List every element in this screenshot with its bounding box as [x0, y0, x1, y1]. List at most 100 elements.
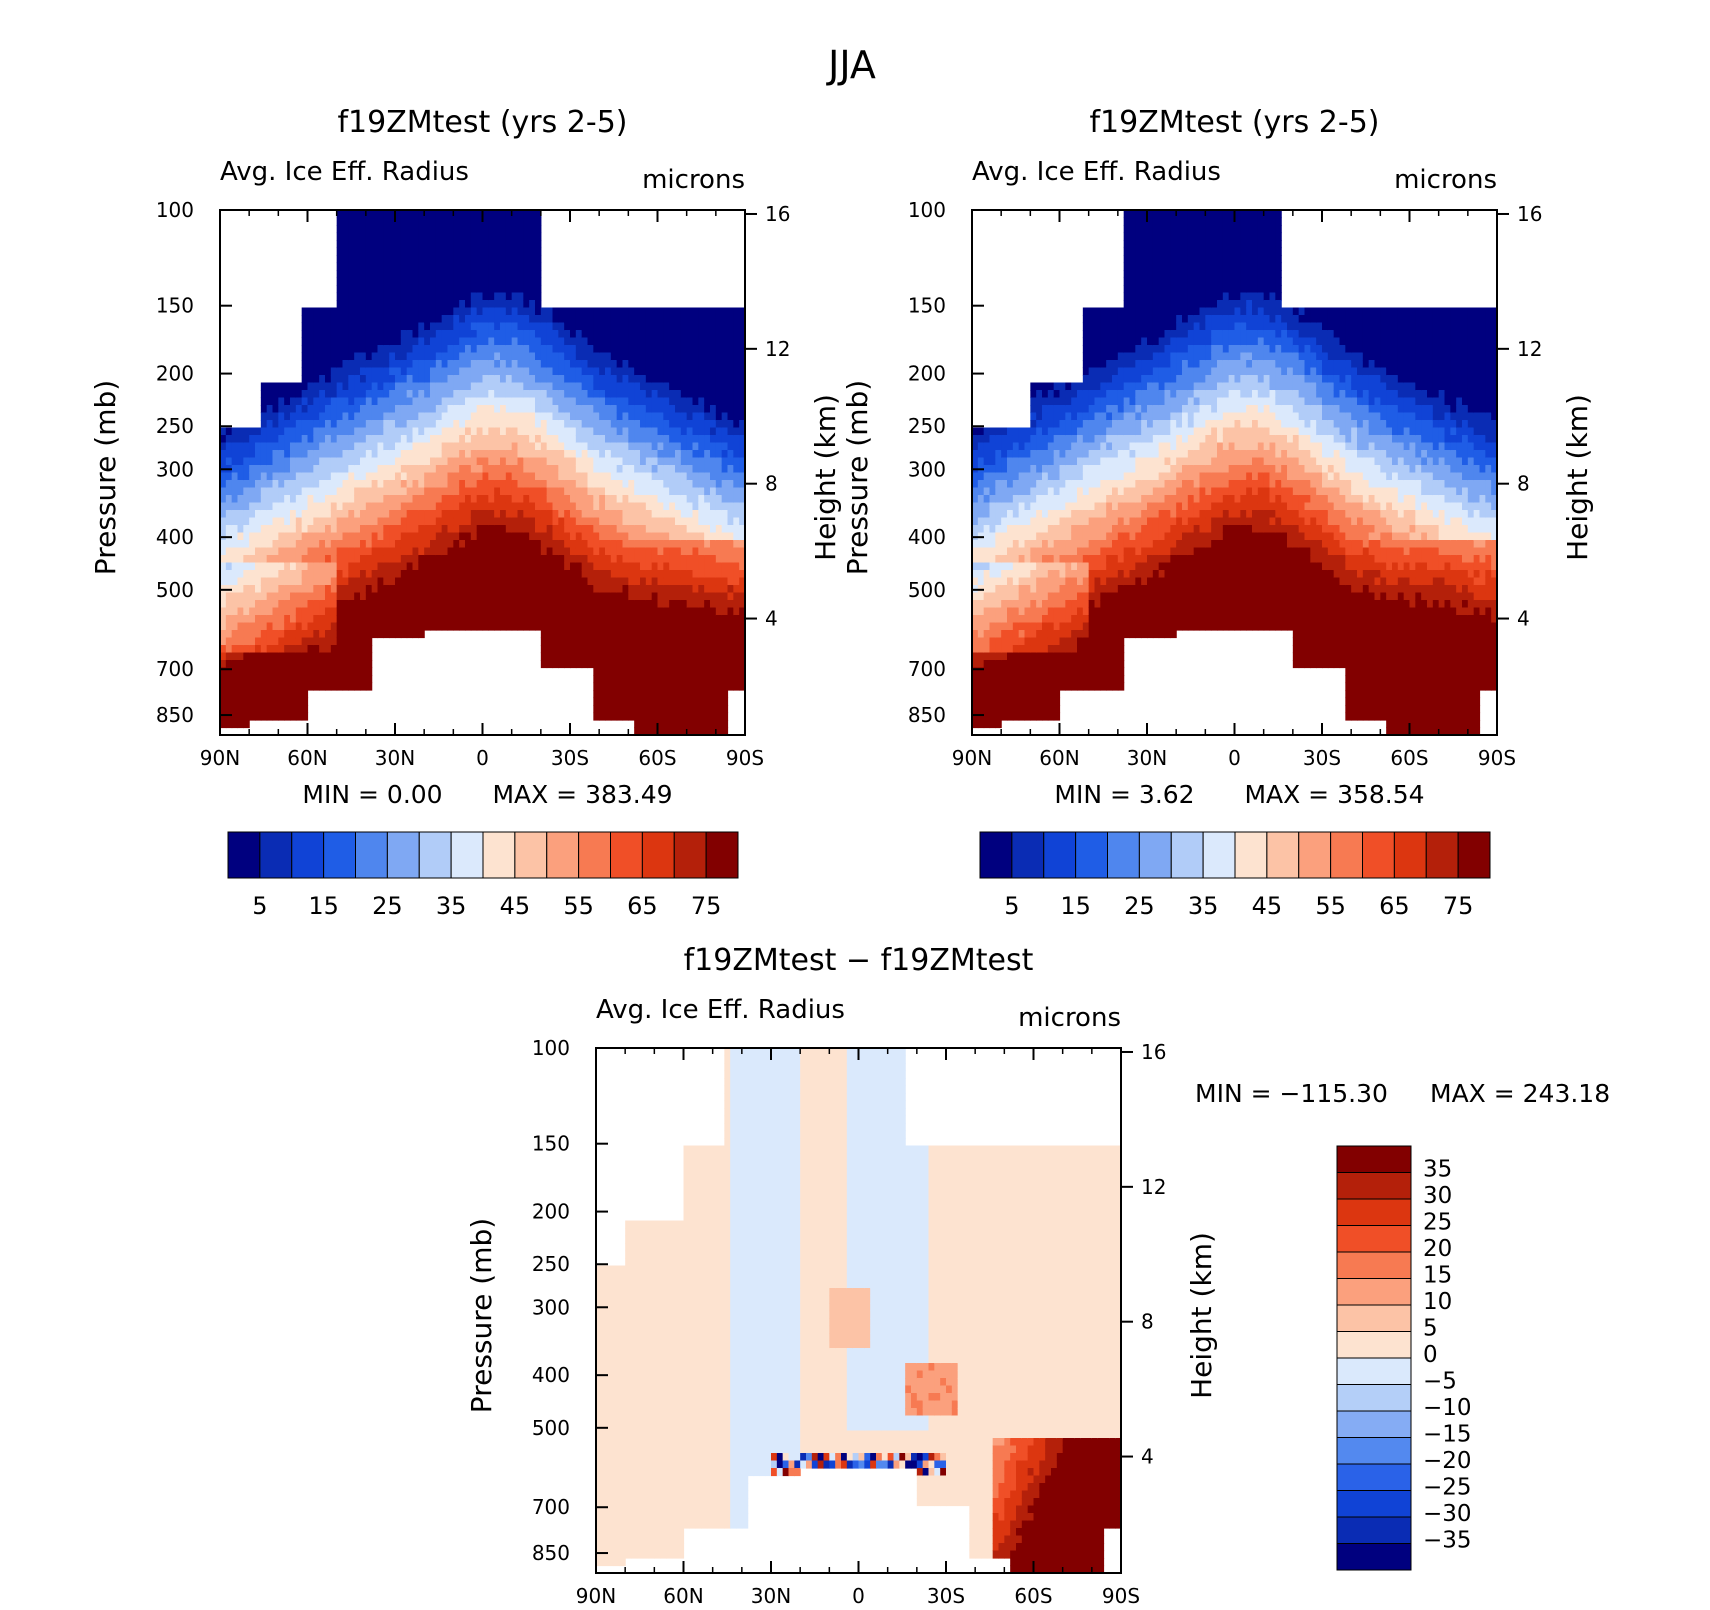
field-cell: [225, 607, 233, 616]
field-cell: [272, 667, 279, 676]
field-cell: [535, 307, 542, 316]
field-cell: [558, 330, 565, 339]
field-cell: [307, 412, 314, 421]
field-cell: [710, 397, 717, 406]
field-cell: [406, 532, 414, 541]
field-cell: [470, 217, 478, 226]
field-cell: [243, 652, 250, 661]
field-cell: [710, 690, 717, 699]
field-cell: [972, 457, 979, 466]
field-cell: [325, 540, 332, 549]
field-cell: [400, 585, 408, 594]
field-cell: [430, 285, 437, 294]
field-cell: [325, 585, 332, 594]
field-cell: [727, 360, 734, 369]
field-cell: [272, 390, 279, 399]
field-cell: [558, 622, 565, 631]
field-cell: [669, 420, 676, 429]
field-cell: [266, 532, 274, 541]
field-cell: [622, 660, 629, 669]
field-cell: [336, 322, 344, 331]
field-cell: [470, 262, 478, 271]
field-cell: [511, 502, 519, 511]
field-cell: [418, 270, 425, 279]
field-cell: [511, 270, 519, 279]
field-cell: [581, 607, 589, 616]
field-cell: [593, 450, 600, 459]
field-cell: [739, 382, 746, 391]
field-cell: [558, 337, 565, 346]
field-cell: [465, 547, 472, 556]
field-cell: [628, 382, 635, 391]
field-cell: [482, 562, 489, 571]
field-cell: [500, 412, 507, 421]
field-cell: [371, 577, 379, 586]
field-cell: [389, 600, 396, 609]
field-cell: [715, 315, 723, 324]
field-cell: [330, 510, 338, 519]
field-cell: [435, 615, 443, 624]
field-cell: [657, 720, 664, 729]
field-cell: [972, 525, 979, 534]
field-cell: [330, 405, 338, 414]
field-cell: [348, 330, 355, 339]
field-cell: [640, 600, 647, 609]
field-cell: [657, 390, 664, 399]
field-cell: [540, 360, 548, 369]
field-cell: [710, 607, 717, 616]
field-cell: [739, 397, 746, 406]
field-cell: [435, 472, 443, 481]
field-cell: [441, 285, 449, 294]
field-cell: [377, 585, 384, 594]
field-cell: [377, 375, 384, 384]
field-cell: [307, 390, 314, 399]
field-cell: [231, 690, 239, 699]
field-cell: [488, 352, 495, 361]
field-cell: [715, 487, 723, 496]
field-cell: [564, 615, 571, 624]
field-cell: [284, 510, 291, 519]
field-cell: [284, 547, 291, 556]
field-cell: [500, 232, 507, 241]
field-cell: [535, 532, 542, 541]
field-cell: [424, 480, 431, 489]
field-cell: [558, 420, 565, 429]
field-cell: [669, 330, 676, 339]
field-cell: [733, 427, 740, 436]
field-cell: [634, 352, 641, 361]
field-cell: [675, 705, 682, 714]
field-cell: [692, 570, 699, 579]
field-cell: [278, 630, 285, 639]
field-cell: [301, 705, 309, 714]
field-cell: [295, 682, 303, 691]
field-cell: [465, 607, 472, 616]
field-cell: [622, 405, 629, 414]
field-cell: [348, 487, 355, 496]
field-cell: [260, 637, 268, 646]
field-cell: [307, 667, 314, 676]
field-cell: [348, 412, 355, 421]
field-cell: [430, 585, 437, 594]
field-cell: [295, 600, 303, 609]
field-cell: [430, 367, 437, 376]
field-cell: [470, 540, 478, 549]
field-cell: [610, 682, 618, 691]
field-cell: [365, 315, 373, 324]
field-cell: [640, 472, 647, 481]
field-cell: [657, 652, 664, 661]
field-cell: [517, 487, 524, 496]
field-cell: [517, 300, 524, 309]
field-cell: [470, 607, 478, 616]
field-cell: [342, 277, 349, 286]
field-cell: [290, 585, 297, 594]
field-cell: [488, 502, 495, 511]
field-cell: [605, 630, 612, 639]
field-cell: [319, 540, 326, 549]
field-cell: [494, 375, 501, 384]
field-cell: [634, 645, 641, 654]
field-cell: [628, 322, 635, 331]
field-cell: [710, 585, 717, 594]
field-cell: [686, 615, 694, 624]
field-cell: [669, 405, 676, 414]
field-cell: [447, 330, 454, 339]
